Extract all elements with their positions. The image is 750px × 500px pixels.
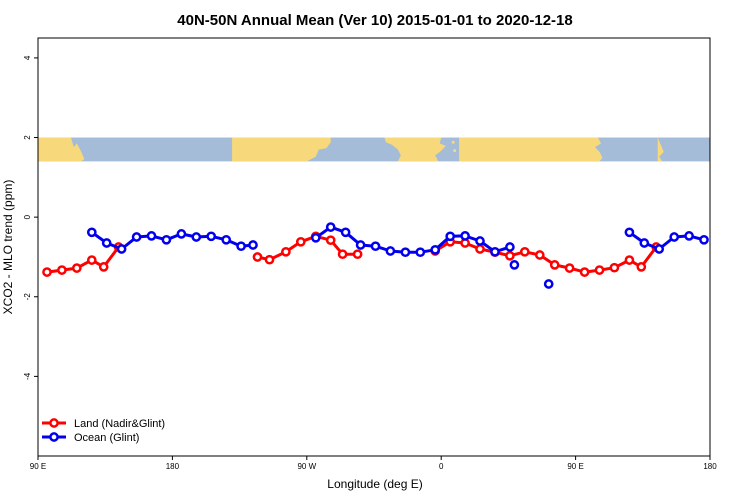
data-point xyxy=(281,246,291,257)
y-tick-label: -4 xyxy=(23,372,32,380)
data-point xyxy=(337,249,348,260)
data-point xyxy=(325,222,336,232)
data-point xyxy=(609,262,620,273)
data-point xyxy=(146,231,157,241)
data-point xyxy=(385,246,396,256)
x-axis: 90 E 180 90 W 0 90 E 180 xyxy=(30,456,717,471)
data-point xyxy=(236,241,246,252)
data-point xyxy=(310,232,321,243)
series-line xyxy=(434,240,658,274)
y-tick-label: -2 xyxy=(23,293,32,301)
data-point xyxy=(534,250,545,260)
data-point xyxy=(594,265,605,275)
legend-label: Ocean (Glint) xyxy=(74,432,139,444)
series-layer xyxy=(42,222,709,289)
data-point xyxy=(264,254,275,265)
data-point xyxy=(475,244,485,254)
data-point xyxy=(505,250,515,261)
x-axis-label: Longitude (deg E) xyxy=(327,477,422,491)
x-tick-label: 90 E xyxy=(30,462,46,471)
data-point xyxy=(57,265,67,275)
data-point xyxy=(131,232,142,242)
legend-label: Land (Nadir&Glint) xyxy=(74,418,165,430)
data-point xyxy=(325,235,336,246)
data-point xyxy=(400,247,411,258)
data-point xyxy=(475,236,485,246)
data-point xyxy=(101,238,112,248)
map-island-0 xyxy=(451,140,455,144)
x-tick-label: 0 xyxy=(439,462,444,471)
map-land-3 xyxy=(459,137,603,162)
data-point xyxy=(669,232,680,242)
map-land-0 xyxy=(38,137,85,162)
data-point xyxy=(543,279,554,289)
map-band xyxy=(38,137,710,162)
data-point xyxy=(252,252,263,262)
data-point xyxy=(176,229,187,239)
data-point xyxy=(564,263,575,273)
map-island-1 xyxy=(453,149,457,153)
data-point xyxy=(221,234,232,245)
map-land-2 xyxy=(384,137,446,162)
data-point xyxy=(352,249,363,260)
data-point xyxy=(295,236,306,247)
data-point xyxy=(430,244,441,255)
data-point xyxy=(161,234,172,245)
map-island-2 xyxy=(494,139,498,143)
data-point xyxy=(490,246,500,257)
plot-frame xyxy=(37,37,711,457)
data-point xyxy=(639,238,650,248)
data-point xyxy=(86,255,97,265)
data-point xyxy=(509,260,520,270)
x-tick-label: 90 W xyxy=(297,462,316,471)
legend-marker xyxy=(49,418,59,428)
map-island-3 xyxy=(560,147,564,151)
data-point xyxy=(624,255,635,265)
data-point xyxy=(42,267,52,277)
y-tick-label: 4 xyxy=(23,55,32,60)
data-point xyxy=(98,262,109,272)
map-land-4 xyxy=(657,137,664,162)
data-point xyxy=(248,240,258,250)
series-1 xyxy=(86,222,709,289)
data-point xyxy=(636,262,647,272)
data-point xyxy=(579,267,590,277)
data-point xyxy=(370,241,381,252)
y-tick-label: 2 xyxy=(23,135,32,140)
data-point xyxy=(684,231,694,241)
x-tick-label: 180 xyxy=(166,462,180,471)
data-point xyxy=(549,260,560,270)
map-ocean xyxy=(38,137,710,162)
data-point xyxy=(624,227,635,238)
data-point xyxy=(415,247,426,258)
legend: Land (Nadir&Glint) Ocean (Glint) xyxy=(42,418,165,444)
data-point xyxy=(445,231,456,242)
data-point xyxy=(654,244,665,254)
y-axis-label: XCO2 - MLO trend (ppm) xyxy=(1,180,15,315)
x-tick-label: 180 xyxy=(703,462,717,471)
y-axis: 4 2 0 -2 -4 xyxy=(23,55,38,380)
data-point xyxy=(116,244,127,254)
x-tick-label: 90 E xyxy=(567,462,583,471)
data-point xyxy=(460,231,470,241)
data-point xyxy=(206,231,217,242)
y-tick-label: 0 xyxy=(23,214,32,219)
data-point xyxy=(71,263,82,273)
data-point xyxy=(340,227,351,238)
data-point xyxy=(86,227,97,238)
data-point xyxy=(505,242,515,252)
map-land-1 xyxy=(232,137,331,162)
data-point xyxy=(699,234,709,245)
data-point xyxy=(191,232,202,242)
legend-marker xyxy=(49,432,59,442)
chart-title: 40N-50N Annual Mean (Ver 10) 2015-01-01 … xyxy=(177,12,572,29)
data-point xyxy=(519,246,530,257)
data-point xyxy=(355,240,366,250)
